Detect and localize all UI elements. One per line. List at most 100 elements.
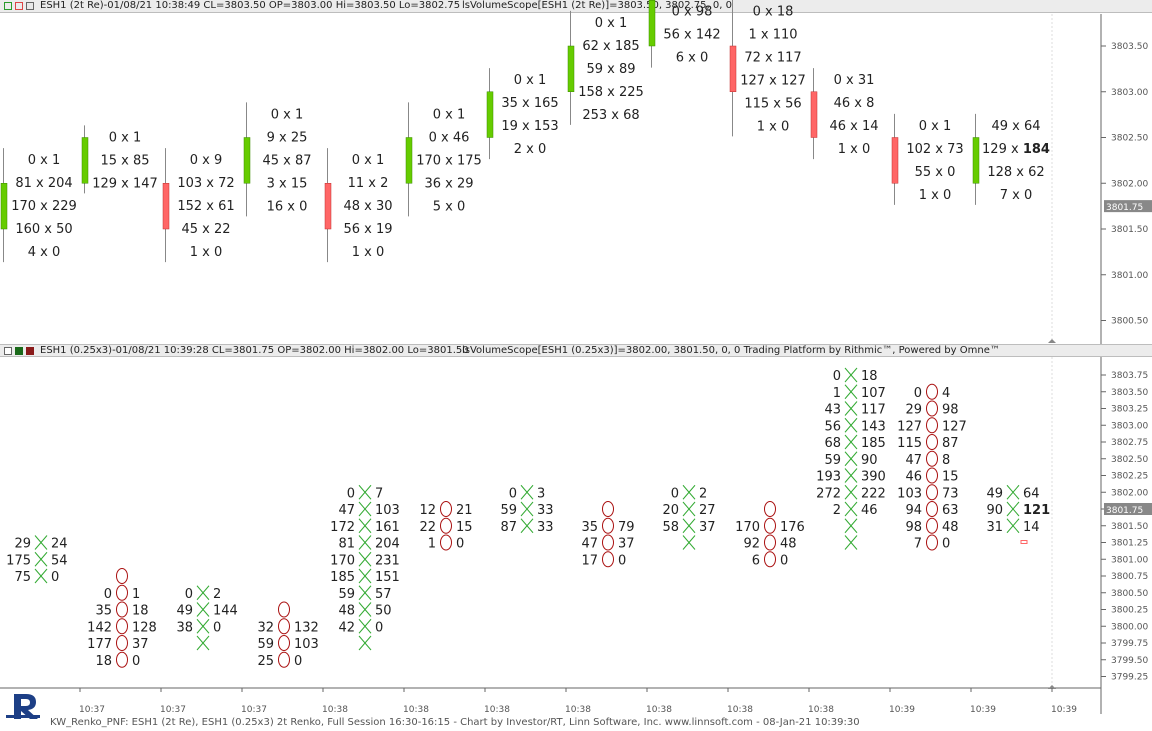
pf-x-mark [682, 535, 696, 550]
top-indicator-label: lsVolumeScope[ESH1 (2t Re)]=3803.50, 380… [462, 0, 732, 11]
time-tick-label: 10:38 [727, 705, 753, 714]
pf-o-mark [278, 651, 290, 668]
ladder-cell: 0 x 1 [514, 73, 547, 88]
pf-o-mark [764, 517, 776, 534]
pf-ask-value: 8 [942, 453, 950, 468]
top-last-price-label: 3801.75 [1106, 203, 1143, 213]
renko-brick-up [648, 0, 656, 47]
pf-bid-value: 177 [87, 637, 112, 652]
pf-bid-value: 90 [986, 503, 1003, 518]
pf-bid-value: 58 [662, 520, 679, 535]
pf-ask-value: 79 [618, 520, 635, 535]
ladder-cell: 129 x 184 [982, 142, 1050, 157]
pf-ask-value: 0 [132, 654, 140, 669]
renko-brick-down [729, 45, 737, 92]
ladder-cell: 0 x 1 [595, 16, 628, 31]
pf-bid-value: 142 [87, 620, 112, 635]
bottom-y-tick-label: 3801.25 [1111, 539, 1148, 549]
bottom-last-price-tag [1104, 503, 1152, 515]
pf-ask-value: 33 [537, 503, 554, 518]
pf-ask-value: 54 [51, 553, 68, 568]
renko-brick-down [810, 91, 818, 138]
ladder-cell: 62 x 185 [582, 39, 639, 54]
pf-ask-value: 37 [618, 537, 635, 552]
pf-x-mark [844, 367, 858, 383]
pf-o-mark [926, 400, 938, 417]
pf-x-mark [358, 551, 372, 567]
ladder-cell: 0 x 98 [672, 5, 713, 20]
pf-bid-value: 0 [185, 587, 193, 602]
pf-ask-value: 1 [132, 587, 140, 602]
pf-bid-value: 7 [914, 537, 922, 552]
chart-canvas[interactable]: 3803.50 3803.00 3802.50 3802.00 3801.50 3801.… [0, 0, 1152, 714]
time-tick-label: 10:38 [808, 705, 834, 714]
pf-x-mark [196, 602, 210, 617]
pf-ask-value: 57 [375, 587, 392, 602]
pane-toggle-icon[interactable] [4, 2, 12, 10]
ladder-cell: 15 x 85 [100, 153, 149, 168]
pf-bid-value: 22 [419, 520, 436, 535]
pane-toggle-icon[interactable] [4, 347, 12, 355]
ladder-cell: 16 x 0 [267, 199, 308, 214]
pf-o-mark [440, 517, 452, 534]
pf-o-mark [926, 517, 938, 534]
pf-bid-value: 0 [509, 486, 517, 501]
pf-o-mark [926, 467, 938, 484]
pf-o-mark [116, 618, 128, 635]
pf-ask-value: 18 [861, 369, 878, 384]
pf-o-mark [116, 651, 128, 668]
pf-ask-value: 21 [456, 503, 473, 518]
top-y-tick-label: 3802.00 [1111, 179, 1148, 189]
pf-o-mark [440, 534, 452, 551]
pf-x-mark [844, 484, 858, 500]
pf-bid-value: 68 [824, 436, 841, 451]
pf-bid-value: 193 [816, 470, 841, 485]
ladder-cell: 0 x 1 [28, 153, 61, 168]
time-tick-label: 10:38 [322, 705, 348, 714]
pane-close-icon[interactable] [26, 2, 34, 10]
pane-color-icon[interactable] [15, 347, 23, 355]
pf-o-mark [764, 551, 776, 568]
pf-ask-value: 103 [375, 503, 400, 518]
renko-brick-up [81, 137, 89, 184]
top-y-tick-label: 3803.50 [1111, 42, 1148, 52]
pf-bid-value: 31 [986, 520, 1003, 535]
ladder-cell: 35 x 165 [501, 96, 558, 111]
ladder-cell: 6 x 0 [676, 51, 709, 66]
pf-x-mark [196, 618, 210, 634]
ladder-cell: 36 x 29 [424, 176, 473, 191]
ladder-cell: 46 x 14 [829, 119, 878, 134]
pf-bid-value: 0 [914, 386, 922, 401]
pf-ask-value: 0 [618, 553, 626, 568]
pane-color-icon[interactable] [15, 2, 23, 10]
bottom-y-tick-label: 3803.75 [1111, 371, 1148, 381]
ladder-cell: 81 x 204 [15, 176, 72, 191]
top-y-tick-label: 3800.50 [1111, 317, 1148, 327]
ladder-cell: 103 x 72 [177, 176, 234, 191]
pf-o-mark [116, 635, 128, 651]
ladder-cell: 56 x 19 [343, 222, 392, 237]
bottom-y-tick-label: 3799.75 [1111, 639, 1148, 649]
pf-bid-value: 6 [752, 553, 760, 568]
pf-ask-value: 98 [942, 403, 959, 418]
renko-brick-up [0, 183, 8, 230]
pf-o-mark [764, 501, 776, 517]
pf-x-mark [844, 401, 858, 416]
ladder-cell: 0 x 1 [919, 119, 952, 134]
pf-x-mark [34, 535, 48, 550]
pf-ask-value: 37 [132, 637, 149, 652]
pf-x-mark [358, 602, 372, 617]
time-tick-label: 10:38 [646, 705, 672, 714]
pane-close-icon[interactable] [26, 347, 34, 355]
top-scroll-marker [1048, 339, 1056, 343]
pf-x-mark [34, 551, 48, 567]
time-tick-label: 10:39 [889, 705, 915, 714]
pf-x-mark [358, 635, 372, 651]
ladder-cell: 1 x 0 [757, 119, 790, 134]
pf-current-box-marker [1020, 540, 1028, 544]
pf-bid-value: 0 [671, 486, 679, 501]
top-pane-header: ESH1 (2t Re)-01/08/21 10:38:49 CL=3803.5… [0, 0, 1152, 13]
pf-x-mark [358, 585, 372, 601]
ladder-cell: 0 x 1 [271, 107, 304, 122]
pf-bid-value: 20 [662, 503, 679, 518]
